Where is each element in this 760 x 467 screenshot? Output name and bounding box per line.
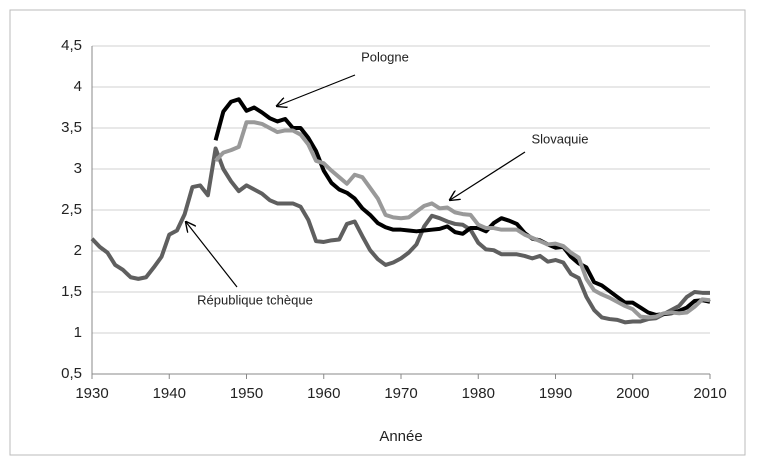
- x-tick-label: 2010: [693, 385, 726, 402]
- x-axis-label: Année: [379, 428, 422, 445]
- x-tick-label: 1990: [539, 385, 572, 402]
- y-tick-label: 3: [74, 160, 82, 177]
- x-tick-label: 1940: [153, 385, 186, 402]
- y-tick-label: 1,5: [61, 283, 82, 300]
- x-tick-label: 2000: [616, 385, 649, 402]
- x-tick-label: 1970: [384, 385, 417, 402]
- arrow: [277, 74, 356, 106]
- x-tick-label: 1930: [75, 385, 108, 402]
- series-line: [90, 146, 710, 325]
- arrow: [186, 222, 238, 288]
- x-tick-label: 1950: [230, 385, 263, 402]
- y-tick-label: 2,5: [61, 201, 82, 218]
- series-line: [213, 97, 711, 317]
- annotation: Slovaquie: [531, 131, 588, 146]
- y-tick-label: 4: [74, 78, 82, 95]
- y-tick-label: 3,5: [61, 119, 82, 136]
- series-line: [214, 120, 711, 320]
- x-tick-label: 1960: [307, 385, 340, 402]
- annotation: Pologne: [361, 49, 409, 64]
- annotation: République tchèque: [197, 292, 313, 307]
- y-tick-label: 2: [74, 242, 82, 259]
- arrow: [450, 151, 526, 200]
- chart-frame: [9, 9, 746, 456]
- y-tick-label: 4,5: [61, 37, 82, 54]
- y-tick-label: 1: [74, 324, 82, 341]
- x-tick-label: 1980: [462, 385, 495, 402]
- y-tick-label: 0,5: [61, 365, 82, 382]
